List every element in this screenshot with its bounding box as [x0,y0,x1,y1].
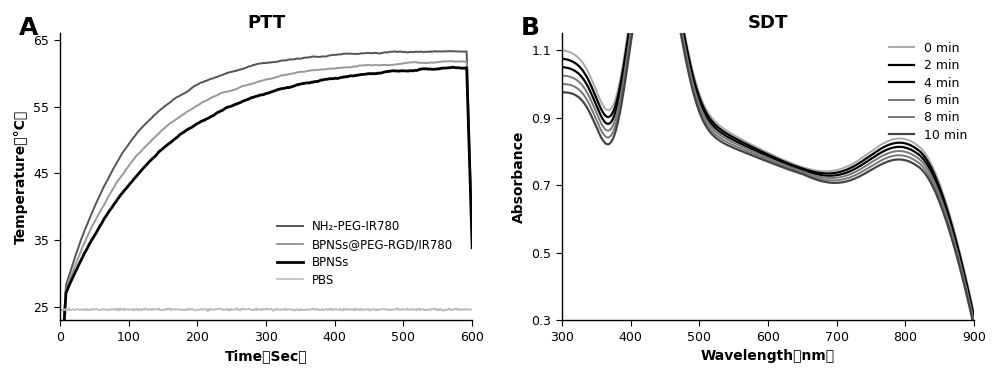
X-axis label: Wavelength（nm）: Wavelength（nm） [701,349,835,363]
Text: B: B [521,16,540,40]
Y-axis label: Temperature（°C）: Temperature（°C） [14,110,28,244]
Text: A: A [19,16,38,40]
Title: SDT: SDT [748,14,788,32]
Legend: 0 min, 2 min, 4 min, 6 min, 8 min, 10 min: 0 min, 2 min, 4 min, 6 min, 8 min, 10 mi… [884,37,972,147]
Y-axis label: Absorbance: Absorbance [512,130,526,223]
X-axis label: Time（Sec）: Time（Sec） [225,349,307,363]
Legend: NH₂-PEG-IR780, BPNSs@PEG-RGD/IR780, BPNSs, PBS: NH₂-PEG-IR780, BPNSs@PEG-RGD/IR780, BPNS… [272,216,458,291]
Title: PTT: PTT [247,14,285,32]
